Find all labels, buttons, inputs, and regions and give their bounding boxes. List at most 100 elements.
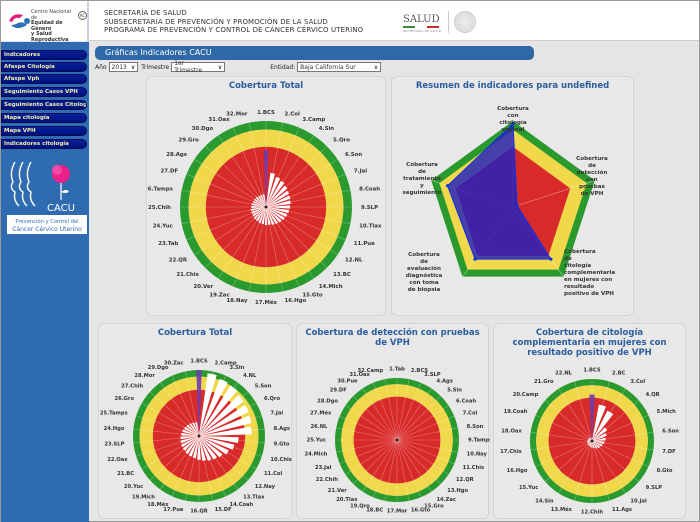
axis-label: 13.Tlax [243, 494, 265, 500]
bar-24.Hgo [181, 432, 199, 436]
axis-label: 6.Son [662, 429, 679, 435]
bar-1.BCS [196, 370, 202, 436]
sidebar-item-seguimiento-vph[interactable]: Seguimiento Casos VPH [1, 87, 87, 97]
axis-label: 17.Pue [163, 507, 184, 513]
axis-label: 31.Oax [349, 372, 370, 378]
axis-label: 16.Hgo [285, 298, 307, 304]
cnegsr-line-2: Equidad de Género [31, 20, 63, 32]
quarter-select[interactable]: 1er Trimestre ∨ [171, 60, 226, 74]
axis-label: 27.Méx [310, 410, 332, 417]
center-point [395, 438, 399, 442]
axis-label: 22.NL [555, 371, 573, 377]
axis-label: 7.Jal [270, 411, 283, 417]
sidebar-item-afaspe-vph[interactable]: Afaspe Vph [1, 74, 87, 84]
bar-26.Gro [184, 426, 199, 436]
grid-spoke [204, 145, 267, 208]
bar-30.Zac [195, 422, 199, 436]
bar-7.Jal [199, 415, 252, 436]
grid-spoke [372, 382, 398, 441]
axis-label: 1.BCS [257, 110, 275, 116]
cacu-logo: CACU Prevención y Control del Cáncer Cér… [7, 161, 87, 234]
axis-label: 25.Yuc [307, 438, 326, 444]
sidebar-item-indicadores-citologia[interactable]: Indicadores citología [1, 139, 87, 149]
bar-13.BC [266, 207, 282, 223]
grid-spoke [396, 427, 458, 441]
bar-12.Chih [591, 441, 593, 448]
grid-spoke [396, 415, 455, 441]
data-point-2 [549, 257, 553, 261]
axis-label: 7.Col [463, 411, 478, 417]
center-point [590, 439, 594, 443]
entity-select[interactable]: Baja California Sur ∨ [297, 62, 382, 72]
cnegsr-line-1: Centro Nacional de [31, 9, 71, 21]
bar-13.Méx [589, 441, 592, 448]
axis-label-line: pruebas [579, 184, 605, 190]
cacu-logo-title: CACU [47, 203, 75, 214]
bar-6.Son [266, 190, 290, 207]
bar-10.Tlax [266, 207, 290, 214]
bar-14.Coah [199, 436, 212, 461]
axis-label: 12.QR [456, 477, 474, 483]
axis-label: 11.Ags [612, 507, 632, 513]
bar-6.Qro [199, 404, 249, 436]
bar-15.Gto [266, 207, 275, 225]
axis-label-line: Cobertura [406, 162, 438, 168]
entity-select-value: Baja California Sur [300, 63, 356, 71]
entity-label: Entidad: [270, 63, 296, 71]
chevron-down-icon: ∨ [130, 63, 136, 71]
bar-7.DF [592, 441, 605, 444]
axis-label: 17.Méx [255, 299, 278, 306]
cnegsr-logo[interactable]: Centro Nacional de Equidad de Género y S… [1, 1, 89, 42]
axis-label: 4.Sin [319, 126, 335, 132]
grid-spoke [544, 440, 593, 482]
axis-label: 26.NL [311, 424, 329, 430]
bar-24.Yuc [250, 207, 266, 212]
axis-label: 21.Ver [328, 488, 347, 494]
header-text: SECRETARÍA DE SALUD SUBSECRETARÍA DE PRE… [104, 9, 363, 35]
year-select[interactable]: 2013 ∨ [108, 62, 139, 72]
axis-label: 5.Sin [447, 388, 462, 394]
axis-label: 20.Yuc [124, 484, 143, 490]
grid-spoke [558, 440, 593, 494]
grid-spoke [591, 440, 610, 501]
grid-spoke [194, 158, 267, 208]
axis-label: 32.Camp [358, 368, 384, 374]
bar-22.Oax [180, 436, 199, 444]
bar-20.Yuc [182, 436, 199, 451]
axis-label: 1.Tab [389, 367, 405, 373]
bar-18.Nay [261, 207, 266, 225]
axis-label: 22.QR [169, 258, 188, 264]
salud-logo-text: SALUD [403, 14, 440, 25]
bar-16.QR [197, 436, 201, 460]
axis-label: 17.Chis [500, 449, 522, 455]
chart-title: Resumen de indicadores para undefined [415, 81, 610, 91]
axis-label: 1.BCS [583, 368, 600, 374]
grid-spoke [530, 431, 593, 442]
sidebar: Indicadores Afaspe Citología Afaspe Vph … [1, 42, 89, 522]
axis-label: 8.Ags [274, 426, 290, 432]
sidebar-item-indicadores[interactable]: Indicadores [1, 50, 87, 60]
bar-15.DF [199, 436, 206, 461]
grid-spoke [535, 414, 593, 442]
sidebar-item-mapa-vph[interactable]: Mapa VPH [1, 126, 87, 136]
axis-label: 6.Qro [264, 396, 281, 402]
chart-title: Cobertura Total [157, 328, 233, 338]
sidebar-item-mapa-citologia[interactable]: Mapa citología [1, 113, 87, 123]
sidebar-item-seguimiento-citologia[interactable]: Seguimiento Casos Citología [1, 100, 87, 110]
axis-label-line: Cobertura [564, 249, 596, 255]
axis-label-line: con [507, 113, 518, 119]
bar-14.Sin [588, 441, 592, 446]
bar-21.BC [181, 436, 199, 448]
axis-label: 14.Mich [319, 284, 343, 290]
grid-spoke [535, 440, 593, 468]
grid-spoke [336, 427, 398, 441]
bar-17.Méx [264, 207, 268, 226]
bar-2.BC [592, 404, 606, 441]
axis-label-line: de [418, 169, 426, 175]
sidebar-item-afaspe-citologia[interactable]: Afaspe Citología [1, 62, 87, 72]
panel-cobertura-total-top: Cobertura Total 1.BCS 2.Col 3.Camp 4.Sin 5.Q… [146, 76, 386, 316]
year-select-value: 2013 [111, 63, 127, 71]
bar-14.Mich [266, 207, 279, 225]
cnegsr-logo-icon [9, 14, 30, 28]
